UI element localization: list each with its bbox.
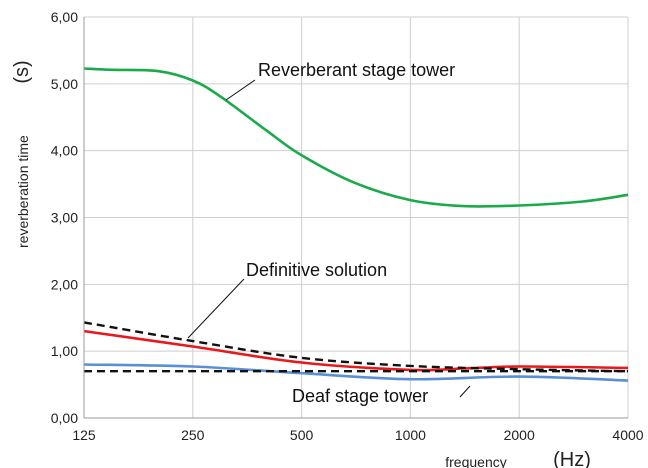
y-tick-label: 6,00: [51, 9, 78, 25]
series-line-4: [83, 363, 629, 382]
y-tick-label: 3,00: [51, 210, 78, 226]
y-axis-title: reverberation time: [15, 135, 31, 248]
series-group: [83, 67, 629, 382]
x-axis-unit: (Hz): [553, 449, 591, 468]
y-tick-label: 2,00: [51, 276, 78, 292]
annotation-leader-line: [225, 79, 256, 101]
annotation-label: Definitive solution: [246, 260, 387, 280]
tick-labels: 0,00 1,00 2,00 3,00 4,00 5,00 6,00 125 250 500 100…: [51, 9, 644, 443]
x-axis-title: frequency: [445, 454, 506, 468]
x-tick-label: 125: [72, 427, 96, 443]
x-tick-label: 1000: [395, 427, 426, 443]
y-tick-label: 4,00: [51, 143, 78, 159]
series-line-1: [83, 67, 629, 208]
x-tick-label: 250: [181, 427, 205, 443]
x-tick-label: 4000: [612, 427, 643, 443]
y-tick-label: 5,00: [51, 76, 78, 92]
x-tick-label: 2000: [504, 427, 535, 443]
y-tick-label: 1,00: [51, 343, 78, 359]
y-axis-unit: (s): [11, 60, 33, 83]
grid: [84, 16, 629, 418]
y-tick-label: 0,00: [51, 410, 78, 426]
annotation-leader-line: [187, 278, 245, 339]
series-line-3: [83, 321, 629, 373]
annotations: Reverberant stage tower Definitive soluti…: [187, 60, 471, 406]
annotation-leader-line: [459, 385, 471, 398]
series-line-2: [83, 329, 629, 372]
axes: [83, 17, 628, 419]
annotation-label: Reverberant stage tower: [258, 60, 455, 80]
annotation-label: Deaf stage tower: [292, 386, 428, 406]
x-tick-label: 500: [290, 427, 314, 443]
